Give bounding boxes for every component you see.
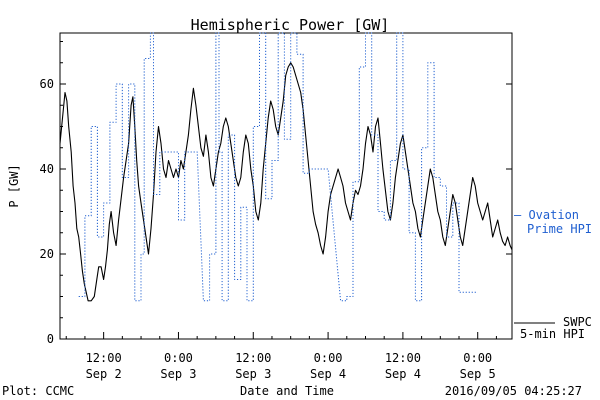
chart-title: Hemispheric Power [GW]	[191, 16, 390, 34]
ovation-prime-series-line	[78, 32, 478, 302]
x-tick-time-label: 0:00	[314, 351, 343, 365]
series-layer	[59, 32, 513, 302]
legend: — Ovation Prime HPI SWPC 5-min HPI	[514, 208, 592, 341]
y-tick-label: 40	[40, 162, 54, 176]
y-axis: 0 20 40 60	[40, 41, 512, 346]
plot-timestamp: 2016/09/05 04:25:27	[445, 384, 582, 398]
x-tick-date-label: Sep 5	[460, 367, 496, 381]
x-tick-time-label: 0:00	[463, 351, 492, 365]
x-tick-time-label: 12:00	[385, 351, 421, 365]
x-tick-time-label: 12:00	[86, 351, 122, 365]
legend-ovation-label-1: — Ovation	[514, 208, 579, 222]
legend-swpc-label-2: 5-min HPI	[520, 327, 585, 341]
plot-area	[59, 32, 513, 340]
x-tick-date-label: Sep 3	[160, 367, 196, 381]
y-axis-label: P [GW]	[7, 164, 21, 207]
x-axis-label: Date and Time	[240, 384, 334, 398]
plot-credit: Plot: CCMC	[2, 384, 74, 398]
x-tick-time-label: 0:00	[164, 351, 193, 365]
swpc-hpi-series-line	[59, 62, 513, 302]
legend-swpc-label-1: SWPC	[563, 315, 592, 329]
y-tick-label: 0	[47, 332, 54, 346]
y-tick-label: 20	[40, 247, 54, 261]
y-tick-label: 60	[40, 77, 54, 91]
x-tick-date-label: Sep 4	[385, 367, 421, 381]
plot-frame	[59, 32, 513, 340]
x-tick-date-label: Sep 4	[310, 367, 346, 381]
x-tick-time-label: 12:00	[235, 351, 271, 365]
legend-ovation-label-2: Prime HPI	[527, 222, 592, 236]
x-tick-date-label: Sep 2	[86, 367, 122, 381]
x-tick-date-label: Sep 3	[235, 367, 271, 381]
x-axis: 12:00 Sep 2 0:00 Sep 3 12:00 Sep 3 0:00 Sep 4 12…	[65, 332, 497, 381]
